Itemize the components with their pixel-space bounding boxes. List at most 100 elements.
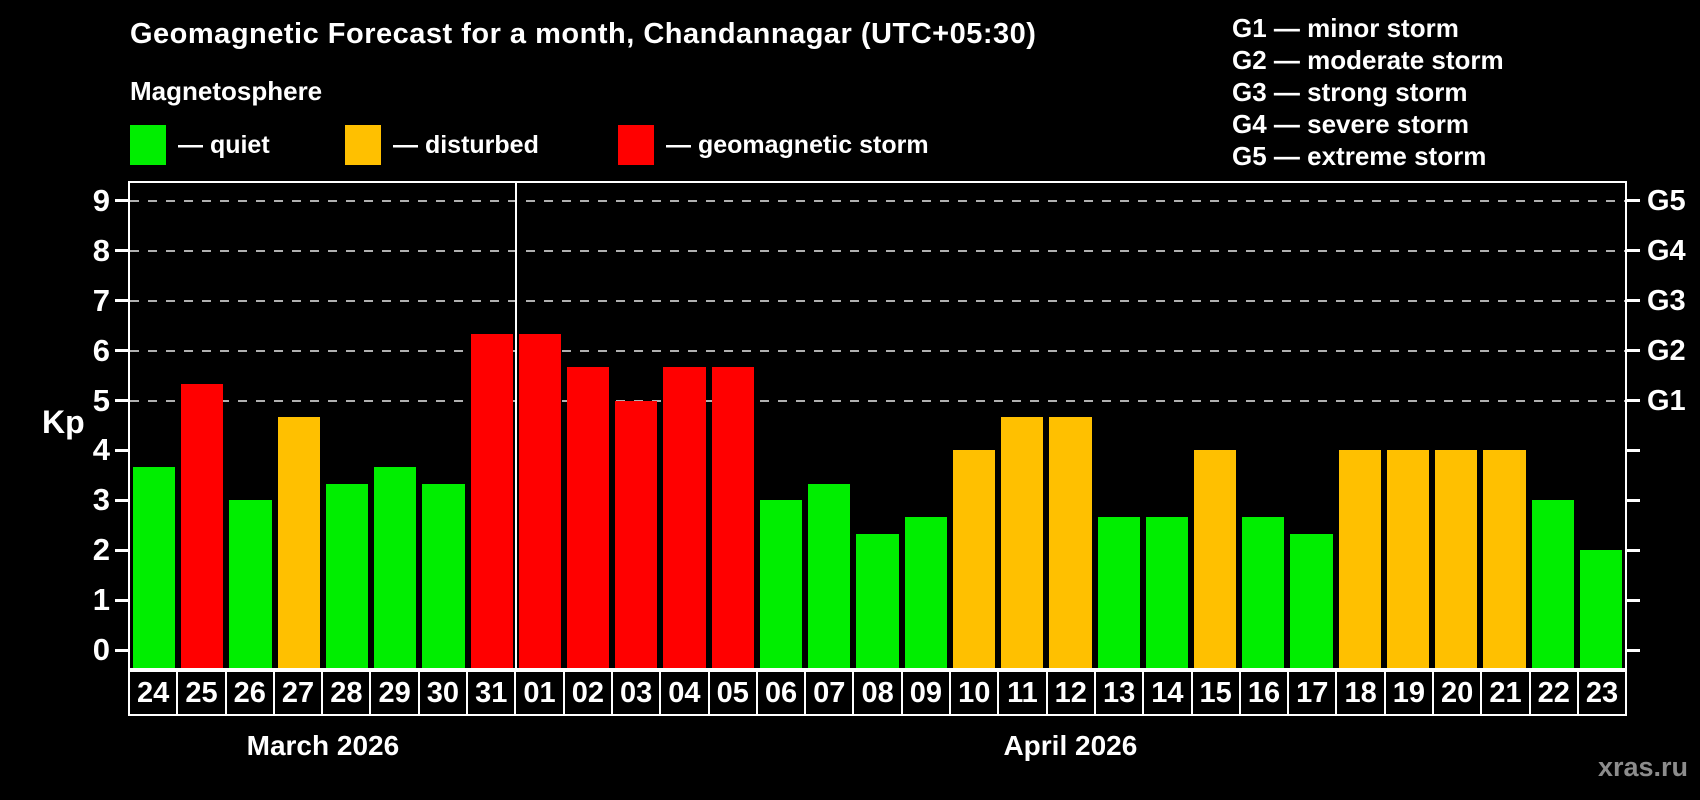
day-label-30: 30 bbox=[417, 672, 466, 714]
day-label-05: 05 bbox=[707, 672, 756, 714]
day-label-14: 14 bbox=[1142, 672, 1190, 714]
kp-bar-19 bbox=[1386, 450, 1430, 668]
right-tick-5 bbox=[1627, 399, 1640, 403]
day-label-07: 07 bbox=[804, 672, 852, 714]
kp-bar-11 bbox=[1001, 417, 1044, 668]
day-label-13: 13 bbox=[1093, 672, 1142, 714]
day-label-27: 27 bbox=[272, 672, 321, 714]
left-tick-0 bbox=[115, 648, 128, 652]
right-tick-2 bbox=[1627, 548, 1640, 552]
left-tick-4 bbox=[115, 448, 128, 452]
gridline-kp7 bbox=[130, 299, 1625, 302]
day-label-10: 10 bbox=[949, 672, 997, 714]
day-label-06: 06 bbox=[755, 672, 804, 714]
kp-bar-03 bbox=[615, 400, 658, 668]
g-tick-label-G4: G4 bbox=[1647, 234, 1686, 267]
day-axis: 24 25 26 27 28 29 30 31 01 02 03 04 05 06 07 08 09 10 11 12… bbox=[128, 670, 1627, 716]
month-separator bbox=[514, 183, 517, 668]
g-scale-legend: G1 — minor storm G2 — moderate storm G3 … bbox=[1232, 12, 1504, 172]
day-label-08: 08 bbox=[852, 672, 900, 714]
page-title: Geomagnetic Forecast for a month, Chanda… bbox=[130, 18, 1037, 50]
g-tick-label-G1: G1 bbox=[1647, 384, 1686, 417]
kp-bar-28 bbox=[325, 483, 369, 668]
day-label-21: 21 bbox=[1480, 672, 1528, 714]
g4-legend-line: G4 — severe storm bbox=[1232, 109, 1470, 139]
y-tick-label-3: 3 bbox=[92, 482, 110, 518]
kp-bar-22 bbox=[1531, 500, 1574, 668]
kp-bar-20 bbox=[1435, 450, 1478, 668]
kp-bar-21 bbox=[1483, 450, 1526, 668]
day-label-02: 02 bbox=[562, 672, 611, 714]
kp-bar-02 bbox=[567, 367, 610, 668]
kp-bar-17 bbox=[1290, 533, 1333, 668]
y-tick-label-8: 8 bbox=[92, 232, 110, 268]
gridline-kp8 bbox=[130, 249, 1625, 252]
magnetosphere-legend-heading: Magnetosphere bbox=[130, 76, 323, 106]
kp-bar-04 bbox=[663, 367, 706, 668]
day-label-25: 25 bbox=[176, 672, 224, 714]
day-label-17: 17 bbox=[1287, 672, 1335, 714]
storm-legend-label: — geomagnetic storm bbox=[666, 131, 929, 159]
day-label-01: 01 bbox=[514, 672, 562, 714]
watermark: xras.ru bbox=[1597, 752, 1688, 782]
day-label-18: 18 bbox=[1335, 672, 1383, 714]
day-label-29: 29 bbox=[369, 672, 417, 714]
left-tick-7 bbox=[115, 299, 128, 303]
g5-legend-line: G5 — extreme storm bbox=[1232, 141, 1487, 171]
plot-area: 0 1 2 3 4 5 6 7 8 9 G1 G2 G3 G4 G5 bbox=[93, 181, 1686, 670]
day-label-11: 11 bbox=[997, 672, 1045, 714]
day-label-23: 23 bbox=[1576, 672, 1625, 714]
right-tick-4 bbox=[1627, 448, 1640, 452]
y-tick-label-4: 4 bbox=[92, 432, 110, 468]
day-label-26: 26 bbox=[224, 672, 273, 714]
y-tick-label-9: 9 bbox=[92, 182, 110, 218]
kp-bar-30 bbox=[422, 483, 465, 668]
kp-bar-07 bbox=[808, 483, 851, 668]
left-tick-1 bbox=[115, 598, 128, 602]
kp-bar-13 bbox=[1097, 516, 1140, 668]
month-label: March 2026 bbox=[246, 730, 400, 761]
disturbed-legend-label: — disturbed bbox=[393, 131, 539, 159]
day-label-09: 09 bbox=[900, 672, 949, 714]
g-tick-label-G2: G2 bbox=[1647, 334, 1686, 367]
month-label: April 2026 bbox=[1003, 730, 1138, 761]
right-tick-6 bbox=[1627, 349, 1640, 353]
left-tick-9 bbox=[115, 199, 128, 203]
y-tick-label-6: 6 bbox=[92, 332, 110, 368]
left-tick-8 bbox=[115, 249, 128, 253]
kp-bar-06 bbox=[759, 500, 803, 668]
storm-swatch-icon bbox=[618, 125, 654, 165]
right-tick-8 bbox=[1627, 249, 1640, 253]
disturbed-swatch-icon bbox=[345, 125, 381, 165]
kp-bar-23 bbox=[1579, 550, 1622, 668]
month-labels: March 2026 April 2026 bbox=[130, 730, 1625, 770]
day-label-19: 19 bbox=[1383, 672, 1432, 714]
g-tick-label-G3: G3 bbox=[1647, 284, 1686, 317]
right-tick-3 bbox=[1627, 498, 1640, 502]
day-label-04: 04 bbox=[659, 672, 707, 714]
left-tick-5 bbox=[115, 399, 128, 403]
kp-bar-26 bbox=[229, 500, 272, 668]
y-tick-label-7: 7 bbox=[92, 282, 110, 318]
g-tick-label-G5: G5 bbox=[1647, 184, 1686, 217]
gridline-kp5 bbox=[130, 399, 1625, 402]
g2-legend-line: G2 — moderate storm bbox=[1232, 45, 1504, 75]
kp-bar-31 bbox=[470, 334, 513, 668]
kp-bar-05 bbox=[711, 367, 754, 668]
day-label-24: 24 bbox=[137, 677, 170, 709]
day-label-15: 15 bbox=[1190, 672, 1239, 714]
kp-axis-label: Kp bbox=[42, 404, 85, 440]
day-label-20: 20 bbox=[1432, 672, 1480, 714]
y-tick-label-1: 1 bbox=[92, 582, 110, 618]
day-label-03: 03 bbox=[610, 672, 659, 714]
kp-bar-01 bbox=[518, 334, 562, 668]
y-tick-label-5: 5 bbox=[92, 382, 110, 418]
kp-bar-16 bbox=[1242, 516, 1285, 668]
quiet-legend-label: — quiet bbox=[178, 131, 270, 159]
quiet-swatch-icon bbox=[130, 125, 166, 165]
day-label-31: 31 bbox=[466, 672, 514, 714]
kp-bar-18 bbox=[1338, 450, 1381, 668]
g3-legend-line: G3 — strong storm bbox=[1232, 77, 1468, 107]
y-tick-label-0: 0 bbox=[92, 632, 110, 668]
